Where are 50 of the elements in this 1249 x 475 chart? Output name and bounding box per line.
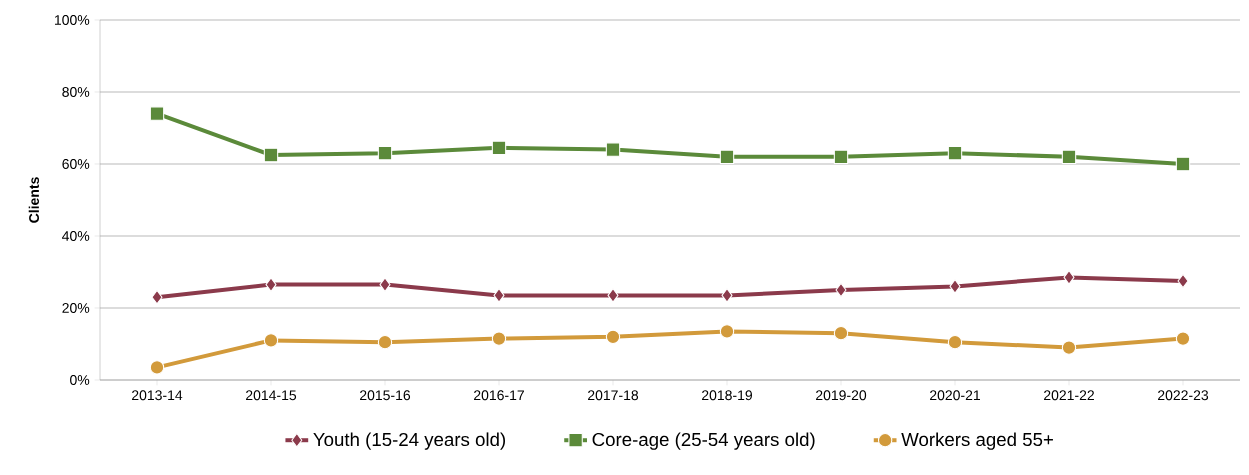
x-tick-label: 2021-22 — [1044, 390, 1094, 401]
point — [949, 279, 961, 294]
legend-label: Youth (15-24 years old) — [313, 432, 506, 450]
y-tick-label: 60% — [62, 159, 90, 169]
point — [1061, 149, 1077, 164]
point — [833, 325, 849, 341]
point — [265, 277, 277, 292]
legend-label: Workers aged 55+ — [901, 432, 1053, 450]
point — [947, 145, 963, 161]
point — [833, 149, 849, 164]
point — [491, 140, 507, 155]
point — [149, 106, 165, 121]
point — [719, 149, 735, 164]
point — [263, 333, 279, 348]
y-axis-title: Clients — [28, 177, 40, 223]
y-tick-label: 20% — [62, 303, 90, 313]
point — [1061, 340, 1077, 355]
point — [1175, 156, 1191, 172]
point — [835, 282, 847, 298]
point — [947, 334, 963, 350]
x-tick-label: 2017-18 — [588, 390, 639, 401]
point — [491, 331, 507, 346]
point — [1177, 273, 1189, 289]
y-tick-label: 40% — [62, 231, 90, 241]
x-tick-label: 2013-14 — [132, 390, 183, 401]
x-tick-label: 2014-15 — [246, 390, 297, 401]
x-tick-label: 2022-23 — [1158, 390, 1209, 401]
point — [493, 288, 505, 303]
point — [605, 329, 621, 344]
point — [719, 324, 735, 339]
y-tick-label: 100% — [55, 15, 90, 25]
x-tick-label: 2016-17 — [474, 390, 524, 401]
point — [149, 360, 165, 375]
x-tick-label: 2020-21 — [930, 390, 980, 401]
point — [263, 147, 279, 163]
point — [605, 142, 621, 157]
y-tick-label: 0% — [70, 375, 90, 385]
point — [607, 288, 619, 303]
x-tick-label: 2015-16 — [360, 390, 411, 401]
point — [721, 288, 733, 303]
point — [377, 334, 393, 350]
x-tick-label: 2019-20 — [816, 390, 867, 401]
point — [379, 277, 391, 292]
legend-label: Core-age (25-54 years old) — [592, 432, 815, 450]
point — [1063, 270, 1075, 285]
y-tick-label: 80% — [62, 87, 90, 97]
point — [1175, 331, 1191, 346]
point — [377, 145, 393, 161]
point — [151, 289, 163, 305]
x-tick-label: 2018-19 — [702, 390, 753, 401]
